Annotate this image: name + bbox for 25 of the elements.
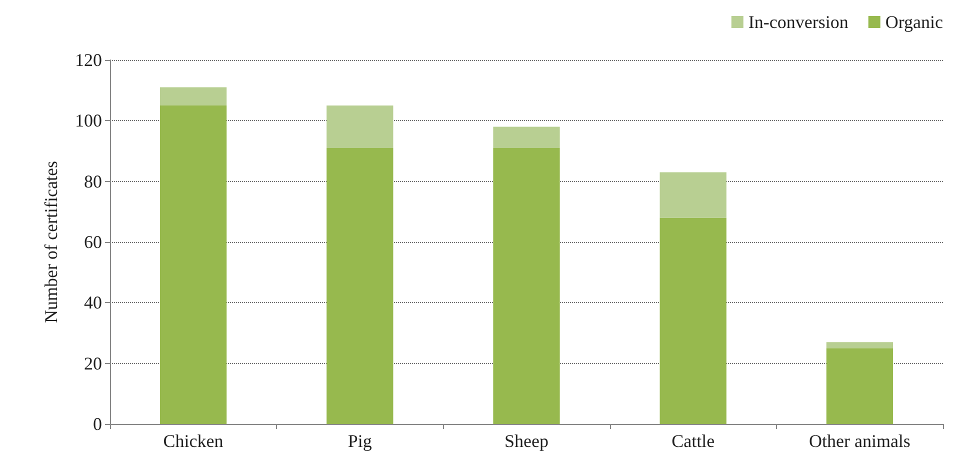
bar <box>493 126 560 148</box>
bar <box>660 172 726 218</box>
bar <box>326 148 394 424</box>
x-tick-label: Cattle <box>672 431 715 451</box>
bar <box>493 148 560 424</box>
bar <box>160 87 227 106</box>
y-tick-label: 0 <box>93 414 102 434</box>
x-tick-label: Pig <box>348 431 372 451</box>
bar <box>826 342 894 348</box>
y-axis-title: Number of certificates <box>41 161 61 323</box>
bar <box>826 348 894 424</box>
legend-label: Organic <box>885 12 944 32</box>
bar <box>160 106 227 424</box>
x-tick-label: Sheep <box>504 431 548 451</box>
y-tick-label: 100 <box>75 110 102 131</box>
y-tick-label: 80 <box>84 171 102 192</box>
x-tick-label: Chicken <box>163 431 224 451</box>
legend-label: In-conversion <box>748 12 848 32</box>
bar <box>326 106 394 148</box>
y-tick-label: 60 <box>84 232 102 252</box>
y-tick-label: 120 <box>75 50 102 70</box>
bar <box>660 218 726 424</box>
x-tick-label: Other animals <box>808 431 910 451</box>
y-tick-label: 20 <box>84 353 102 374</box>
y-tick-label: 40 <box>84 292 102 313</box>
